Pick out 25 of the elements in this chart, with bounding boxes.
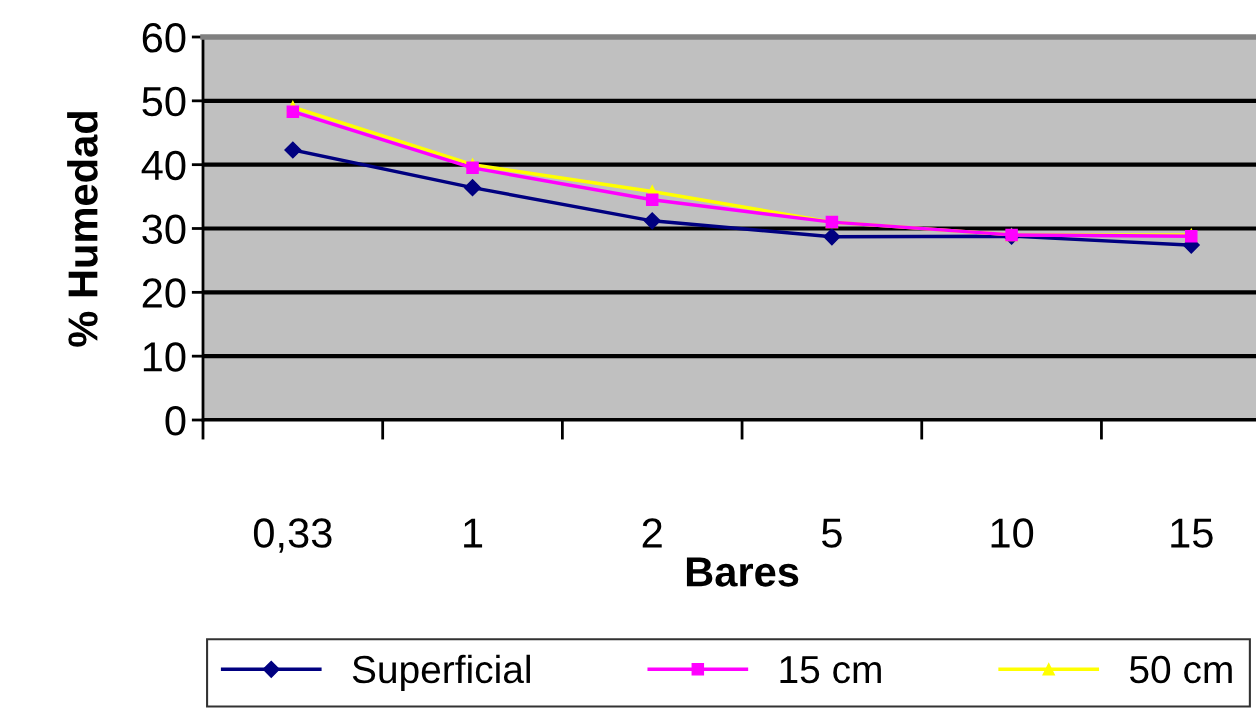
point [463,179,482,197]
y-tick-label: 10 [143,342,186,372]
legend-label: 15 cm [780,656,881,684]
legend-label: Superficial [352,654,530,691]
x-tick-label: 0,33 [253,518,332,553]
point [645,193,659,207]
y-axis-title: % Humedad [67,112,98,347]
y-tick-label: 0 [165,406,186,436]
x-tick-label: 1 [464,518,483,548]
x-tick-label: 2 [642,518,662,548]
point [823,228,841,246]
point [284,141,302,159]
y-tick-label: 20 [142,278,186,308]
point [286,105,300,118]
y-tick-label: 40 [141,150,186,181]
x-axis-title: Bares [686,557,799,587]
point [466,161,479,175]
legend-label: 50 cm [1129,655,1232,684]
x-tick-label: 5 [821,518,842,548]
y-tick-label: 60 [142,23,186,53]
y-tick-label: 30 [142,214,186,245]
x-tick-label: 15 [1171,518,1213,548]
point [643,212,661,230]
x-tick-label: 10 [991,518,1034,548]
y-tick-label: 50 [142,86,186,117]
